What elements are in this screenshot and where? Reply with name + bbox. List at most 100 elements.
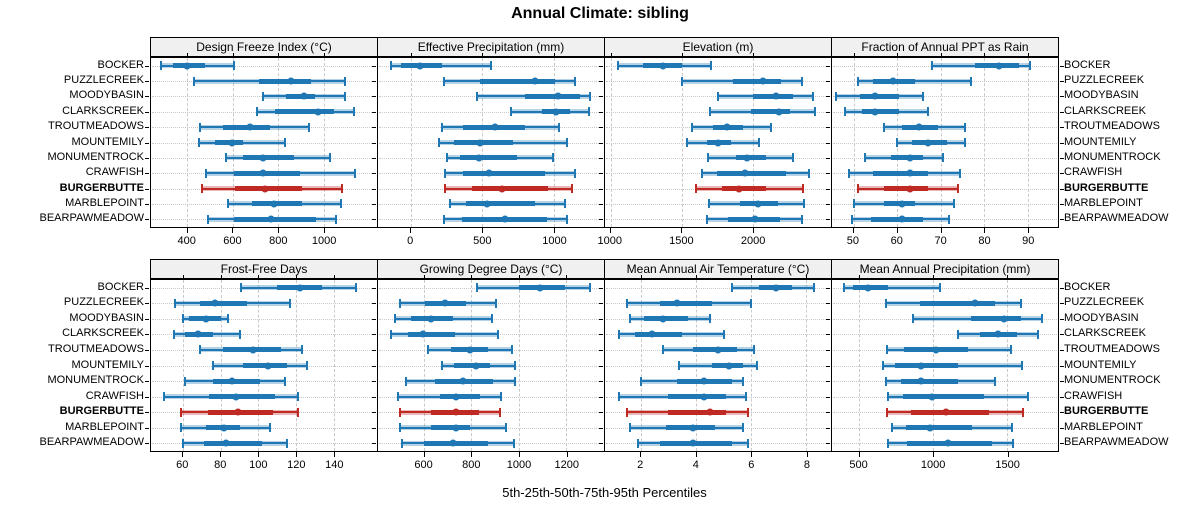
median-dot xyxy=(714,139,722,146)
median-dot xyxy=(689,424,697,432)
interval-cap xyxy=(498,407,501,417)
median-dot xyxy=(743,154,751,162)
site-label-left: BEARPAWMEADOW xyxy=(39,212,144,225)
axis-tick-label: 1500 xyxy=(669,235,694,247)
axis-tick-top xyxy=(482,53,484,57)
site-label-left: MOODYBASIN xyxy=(69,311,144,324)
site-label-left: CRAWFISH xyxy=(85,389,144,402)
interval-25-75 xyxy=(424,440,489,446)
interval-cap xyxy=(353,107,356,117)
median-dot xyxy=(261,185,269,193)
interval-25-75 xyxy=(209,394,276,400)
interval-cap xyxy=(722,329,725,339)
row-tick-left xyxy=(145,443,149,445)
median-dot xyxy=(775,108,783,116)
median-dot xyxy=(554,92,562,100)
interval-25-75 xyxy=(970,316,1022,322)
interval-cap xyxy=(262,91,265,101)
median-dot xyxy=(944,439,952,447)
median-dot xyxy=(300,92,308,100)
row-tick-left xyxy=(599,287,603,289)
axis-tick xyxy=(566,452,568,457)
interval-cap xyxy=(770,122,773,132)
median-dot xyxy=(476,139,484,146)
row-tick-right xyxy=(1060,412,1064,414)
median-dot xyxy=(232,393,240,401)
interval-cap xyxy=(588,283,591,293)
interval-cap xyxy=(510,107,513,117)
row-tick-right xyxy=(1060,381,1064,383)
site-label-right: TROUTMEADOWS xyxy=(1064,120,1160,133)
interval-25-75 xyxy=(905,425,973,431)
panel-plot-area xyxy=(599,53,837,228)
interval-cap xyxy=(160,61,163,71)
axis-tick-top xyxy=(897,53,899,57)
row-tick-left xyxy=(826,412,830,414)
row-tick-left xyxy=(372,318,376,320)
row-tick-left xyxy=(145,365,149,367)
median-dot xyxy=(296,284,304,292)
interval-cap xyxy=(812,91,815,101)
axis-tick xyxy=(278,228,280,233)
axis-tick-top xyxy=(187,53,189,57)
row-tick-left xyxy=(372,349,376,351)
interval-cap xyxy=(758,138,761,147)
median-dot xyxy=(552,108,560,116)
interval-cap xyxy=(741,423,744,433)
interval-cap xyxy=(204,168,207,178)
axis-tick xyxy=(324,228,326,233)
axis-tick-top xyxy=(278,53,280,57)
interval-25-75 xyxy=(660,300,713,306)
interval-cap xyxy=(442,76,445,86)
site-label-right: BEARPAWMEADOW xyxy=(1064,212,1169,225)
median-dot xyxy=(314,108,322,116)
interval-25-75 xyxy=(668,409,727,415)
axis-tick-top xyxy=(859,275,861,279)
row-tick-left xyxy=(372,157,376,159)
median-dot xyxy=(725,362,733,369)
interval-cap xyxy=(510,345,513,355)
row-tick-right xyxy=(1060,188,1064,190)
axis-tick-label: 400 xyxy=(177,235,196,247)
interval-cap xyxy=(750,298,753,308)
panel-strip: Mean Annual Air Temperature (°C) xyxy=(604,259,832,279)
axis-tick-label: 60 xyxy=(176,459,189,471)
interval-cap xyxy=(963,138,966,147)
interval-cap xyxy=(399,407,402,417)
interval-cap xyxy=(1009,345,1012,355)
interval-cap xyxy=(197,138,200,147)
median-dot xyxy=(906,185,914,193)
axis-tick xyxy=(681,228,683,233)
axis-tick-label: 50 xyxy=(846,235,860,247)
interval-25-75 xyxy=(716,170,786,176)
axis-tick xyxy=(519,452,521,457)
interval-cap xyxy=(752,345,755,355)
median-dot xyxy=(427,315,435,323)
axis-tick-top xyxy=(751,275,753,279)
interval-cap xyxy=(448,199,451,209)
row-tick-left xyxy=(372,173,376,175)
interval-cap xyxy=(201,184,204,194)
median-dot xyxy=(246,123,254,131)
interval-cap xyxy=(1020,298,1023,308)
interval-cap xyxy=(399,423,402,433)
x-axis: 60 80 100 120 140 xyxy=(150,452,378,476)
axis-tick-top xyxy=(183,275,185,279)
row-tick-left xyxy=(372,96,376,98)
interval-25-75 xyxy=(471,186,549,192)
row-tick-left xyxy=(826,318,830,320)
row-tick-left xyxy=(599,188,603,190)
site-label-right: MONUMENTROCK xyxy=(1064,374,1161,387)
panel-plot-area xyxy=(145,53,383,228)
median-dot xyxy=(932,346,940,354)
x-axis: 1000 1500 2000 xyxy=(597,228,832,252)
axis-tick-label: 1000 xyxy=(920,459,946,471)
interval-cap xyxy=(814,107,817,117)
interval-cap xyxy=(212,361,215,370)
row-tick-left xyxy=(599,65,603,67)
row-tick-right xyxy=(1060,127,1064,129)
median-dot xyxy=(700,393,708,401)
axis-tick-top xyxy=(610,53,612,57)
interval-cap xyxy=(863,153,866,163)
interval-cap xyxy=(307,122,310,132)
